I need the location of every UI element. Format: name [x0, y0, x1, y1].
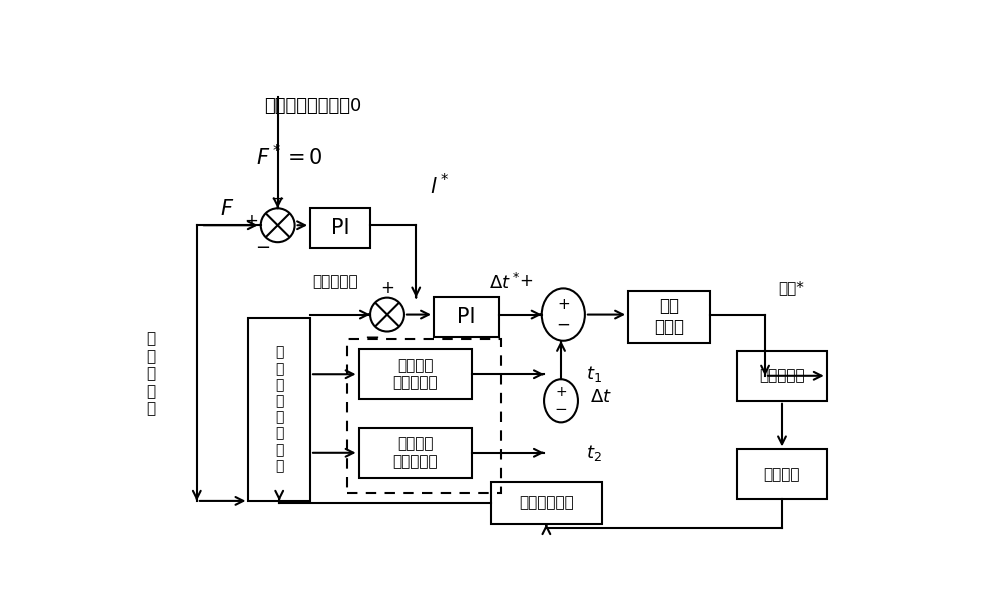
Bar — [347, 339, 501, 493]
Text: PI: PI — [457, 307, 476, 327]
Bar — [491, 482, 602, 524]
Text: +: + — [519, 272, 533, 290]
Text: $t_2$: $t_2$ — [586, 443, 601, 463]
Text: PI: PI — [331, 218, 349, 238]
Bar — [248, 318, 310, 501]
Text: 风机控制器: 风机控制器 — [759, 368, 805, 383]
Text: 变频风机: 变频风机 — [764, 467, 800, 482]
Bar — [358, 349, 472, 399]
Text: 轴承内圈
温度传感器: 轴承内圈 温度传感器 — [393, 358, 438, 390]
Bar — [358, 428, 472, 478]
Bar — [737, 351, 827, 401]
Text: 单
边
磁
拉
力: 单 边 磁 拉 力 — [146, 332, 155, 416]
Bar — [310, 208, 370, 248]
Bar — [434, 297, 499, 337]
Text: $F$: $F$ — [220, 199, 235, 219]
Text: +: + — [245, 211, 258, 230]
Text: 轴承外圈
温度传感器: 轴承外圈 温度传感器 — [393, 436, 438, 469]
Text: −: − — [556, 316, 570, 334]
Text: 滚
子
游
隙
可
调
轴
承: 滚 子 游 隙 可 调 轴 承 — [275, 346, 283, 473]
Text: 气隙偏心量: 气隙偏心量 — [313, 274, 358, 289]
Text: $l^*$: $l^*$ — [430, 173, 449, 198]
Text: +: + — [555, 385, 567, 399]
Text: $t_1$: $t_1$ — [586, 364, 602, 384]
Text: 温差
控制器: 温差 控制器 — [654, 297, 684, 337]
Text: 流速*: 流速* — [778, 280, 804, 295]
Text: +: + — [557, 297, 570, 311]
Text: 单边磁拉力给定为0: 单边磁拉力给定为0 — [264, 97, 361, 115]
Text: −: − — [364, 329, 379, 347]
Text: 轴承冷却系统: 轴承冷却系统 — [519, 495, 574, 511]
Text: +: + — [380, 280, 394, 297]
Text: +: + — [271, 190, 285, 208]
Bar — [737, 449, 827, 500]
Text: −: − — [255, 239, 270, 257]
Text: $\Delta t^*$: $\Delta t^*$ — [489, 273, 520, 293]
Bar — [628, 291, 710, 343]
Text: −: − — [555, 402, 567, 417]
Text: $F^*=0$: $F^*=0$ — [256, 145, 323, 170]
Text: $\Delta t$: $\Delta t$ — [590, 388, 611, 406]
